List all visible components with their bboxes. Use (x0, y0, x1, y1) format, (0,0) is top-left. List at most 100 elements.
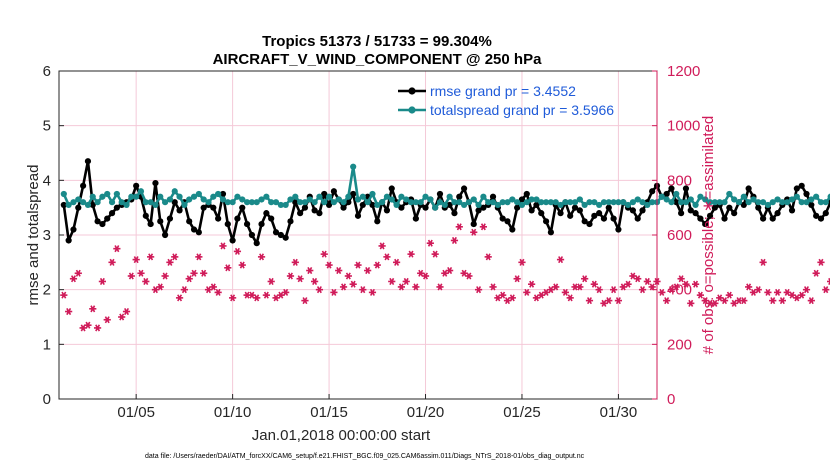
rmse-point (258, 220, 265, 228)
totalspread-point (354, 196, 362, 203)
rmse-point (422, 204, 429, 211)
rmse-point (359, 201, 366, 209)
totalspread-point (70, 199, 77, 206)
obs-marker-core (76, 271, 81, 276)
totalspread-point (489, 199, 497, 206)
totalspread-point (311, 199, 318, 206)
obs-marker-core (578, 285, 582, 289)
obs-count-point (817, 258, 825, 266)
obs-marker-core (809, 298, 814, 303)
obs-count-point (807, 297, 815, 305)
obs-marker-core (105, 317, 110, 322)
totalspread-point (581, 201, 588, 209)
obs-count-point (204, 286, 213, 294)
totalspread-point (441, 201, 448, 209)
obs-marker-core (756, 287, 761, 292)
obs-count-point (161, 272, 169, 280)
obs-count-point (426, 239, 434, 247)
obs-marker-core (553, 285, 558, 289)
rmse-point (731, 210, 738, 217)
obs-count-point (378, 242, 386, 250)
totalspread-point (137, 188, 145, 195)
obs-marker-core (746, 285, 751, 289)
obs-marker-core (766, 290, 770, 295)
totalspread-point (740, 193, 747, 200)
obs-marker-core (467, 274, 471, 278)
obs-marker-core (823, 287, 828, 292)
obs-marker-core (616, 298, 621, 303)
obs-marker-core (250, 293, 254, 297)
obs-marker-core (597, 287, 601, 292)
obs-count-point (190, 269, 198, 277)
obs-marker-core (568, 296, 572, 300)
obs-marker-core (264, 293, 269, 297)
obs-count-point (677, 275, 685, 283)
obs-marker-core (510, 296, 515, 300)
totalspread-point (793, 193, 800, 200)
totalspread-point (133, 193, 140, 200)
totalspread-point (586, 199, 593, 206)
totalspread-point (268, 199, 275, 206)
obs-count-point (629, 272, 637, 280)
totalspread-point (128, 193, 135, 200)
obs-count-point (513, 275, 521, 283)
rmse-point (215, 215, 222, 222)
obs-marker-core (62, 293, 66, 297)
totalspread-point (210, 193, 217, 200)
rmse-point (301, 204, 309, 211)
rmse-point (547, 229, 555, 236)
obs-count-point (556, 256, 565, 264)
chart-title-line1: Tropics 51373 / 51733 = 99.304% (262, 33, 492, 50)
obs-count-point (257, 253, 266, 261)
obs-marker-core (370, 290, 375, 295)
obs-marker-core (394, 260, 399, 265)
obs-count-point (494, 294, 502, 302)
obs-marker-core (476, 287, 481, 292)
rmse-point (721, 215, 728, 222)
rmse-point (369, 201, 376, 209)
obs-count-point (301, 297, 309, 305)
totalspread-point (745, 199, 752, 206)
obs-count-point (335, 267, 343, 275)
totalspread-point (393, 201, 400, 209)
obs-count-point (200, 269, 208, 277)
totalspread-point (321, 199, 328, 206)
totalspread-point (571, 199, 579, 206)
obs-marker-core (225, 266, 230, 270)
obs-marker-core (71, 276, 76, 281)
rmse-point (243, 220, 251, 228)
rmse-point (533, 201, 540, 209)
obs-marker-core (790, 293, 794, 297)
obs-count-point (209, 283, 217, 291)
obs-marker-core (799, 293, 804, 297)
rmse-point (822, 210, 829, 217)
obs-count-point (431, 250, 439, 258)
obs-marker-core (81, 326, 85, 330)
obs-marker-core (307, 268, 312, 273)
obs-marker-core (361, 287, 365, 292)
obs-marker-core (703, 298, 708, 303)
obs-marker-core (650, 285, 654, 289)
obs-count-point (147, 253, 155, 261)
obs-marker-core (235, 249, 240, 254)
rmse-point (596, 210, 603, 217)
obs-count-point (576, 283, 584, 291)
obs-count-point (137, 269, 145, 277)
rmse-point (253, 240, 260, 247)
legend: rmse grand pr = 3.4552 totalspread grand … (398, 83, 614, 118)
obs-count-point (470, 228, 478, 236)
legend-item-totalspread: totalspread grand pr = 3.5966 (398, 102, 614, 118)
totalspread-point (432, 204, 439, 211)
y-right-tick-label: 800 (667, 172, 692, 189)
totalspread-point (475, 201, 482, 209)
x-tick-label: 01/20 (407, 404, 445, 421)
rmse-point (190, 226, 198, 233)
obs-marker-core (674, 285, 679, 289)
totalspread-point (716, 199, 723, 206)
y-tick-label: 6 (43, 63, 51, 80)
rmse-point (287, 218, 294, 225)
totalspread-point (359, 193, 366, 200)
rmse-point (108, 210, 116, 217)
footnote: data file: /Users/raeder/DAI/ATM_forcXX/… (145, 453, 585, 460)
totalspread-point (263, 193, 270, 200)
